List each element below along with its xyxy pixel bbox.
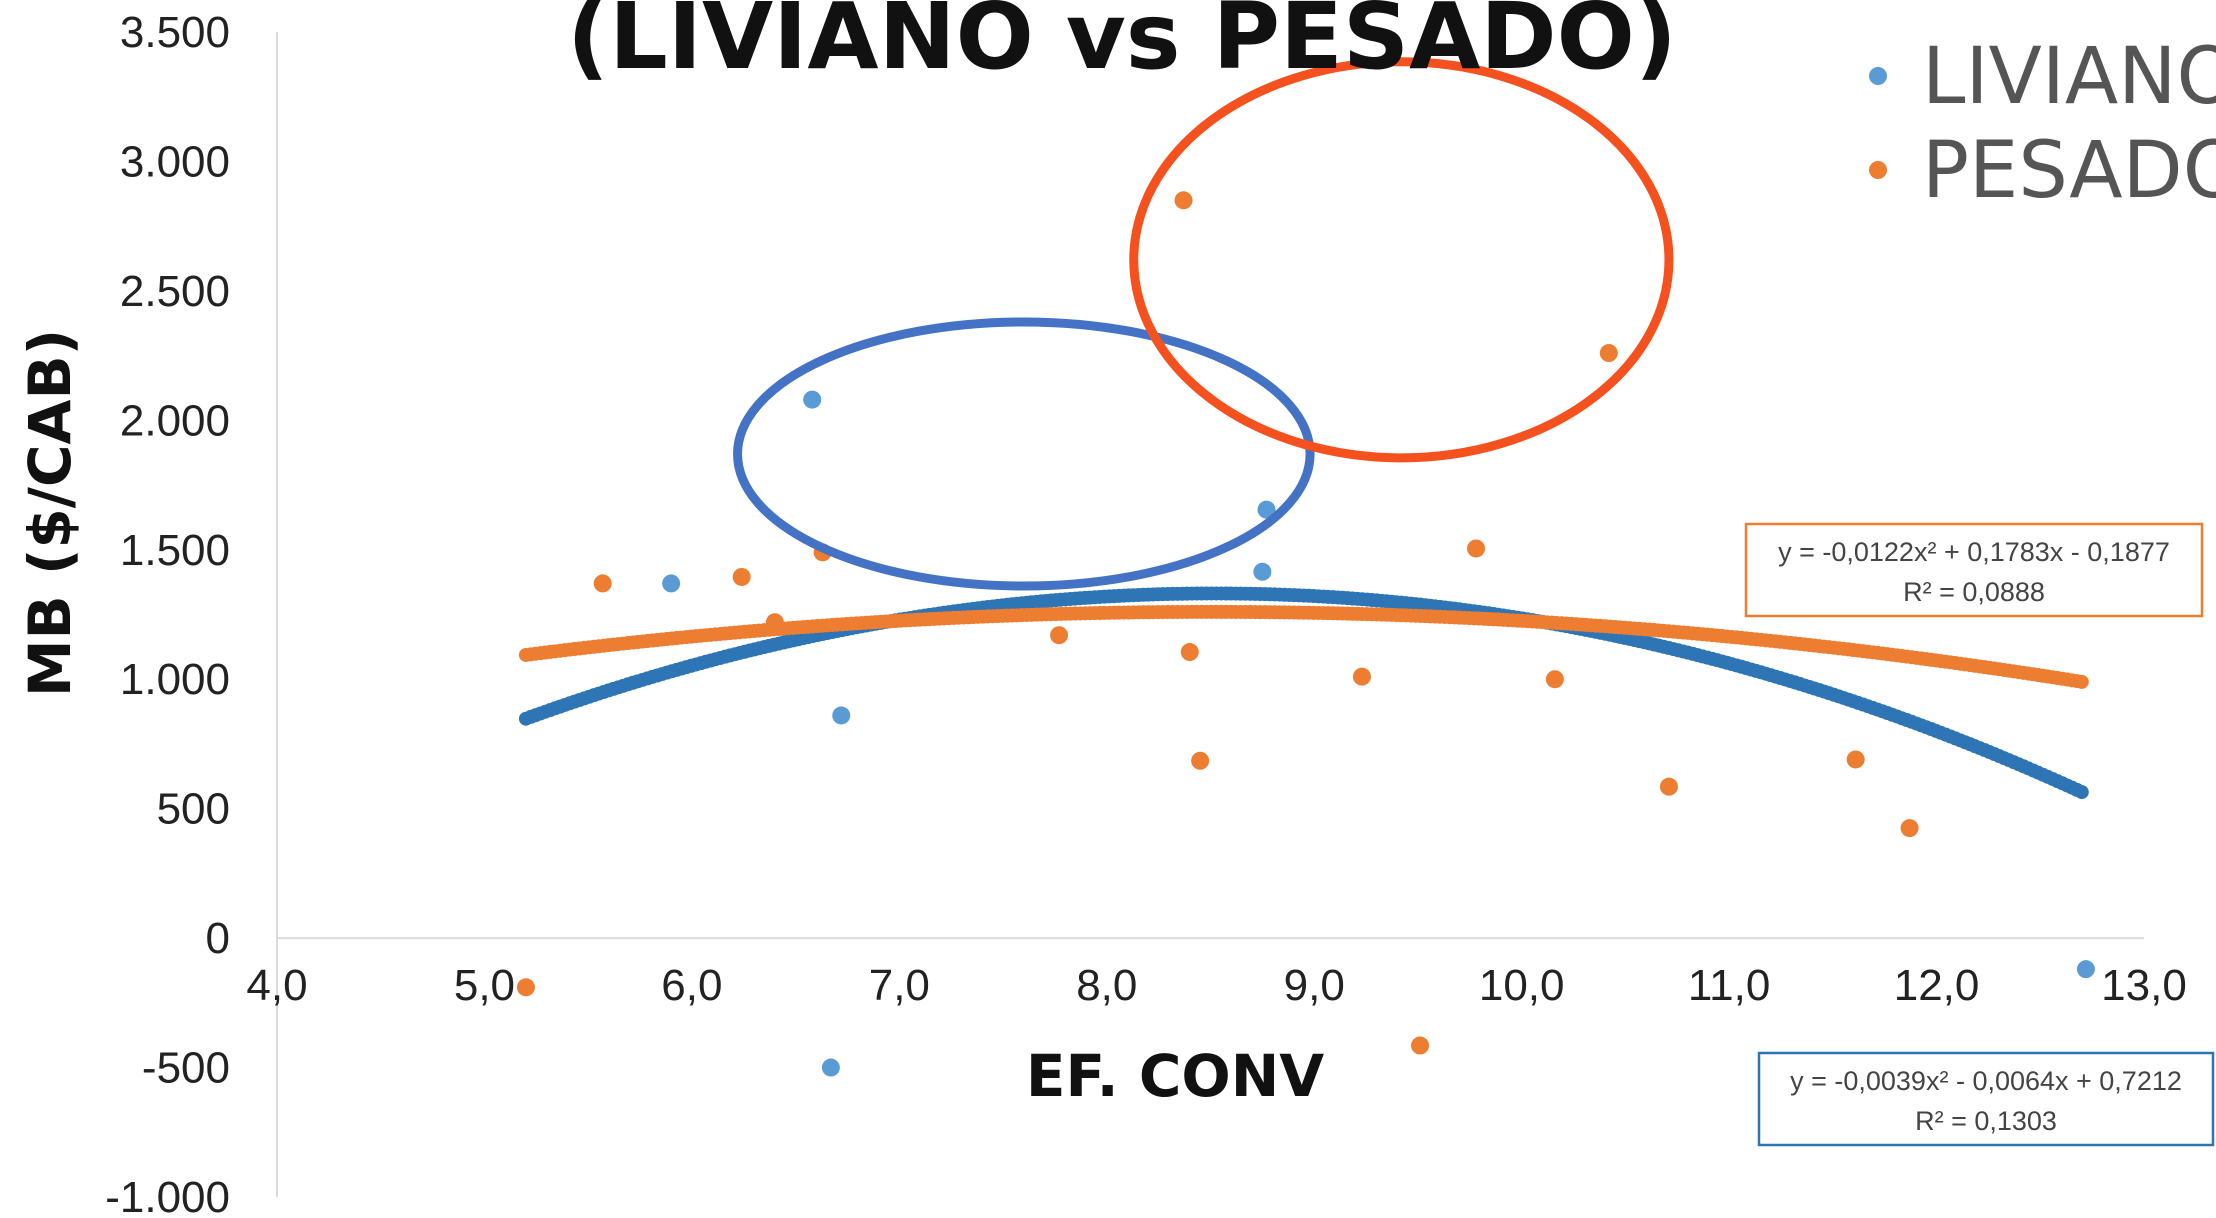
x-tick-labels: 4,0 5,0 6,0 7,0 8,0 9,0 10,0 11,0 12,0 13,0: [246, 961, 2186, 1010]
point-pesado: [1191, 751, 1210, 770]
x-tick-label: 9,0: [1284, 961, 1345, 1010]
y-tick-label: 1.500: [120, 526, 230, 575]
x-tick-label: 13,0: [2101, 961, 2187, 1010]
y-tick-label: 3.000: [120, 137, 230, 186]
axes: [276, 32, 2144, 1197]
point-pesado: [593, 574, 612, 593]
pesado-equation: y = -0,0122x² + 0,1783x - 0,1877: [1778, 537, 2170, 567]
pesado-equation-frame: [1744, 522, 2204, 618]
point-pesado: [1846, 750, 1865, 769]
point-pesado: [1050, 626, 1069, 645]
point-liviano: [832, 706, 851, 725]
x-tick-label: 11,0: [1688, 961, 1770, 1010]
y-tick-label: -500: [142, 1044, 230, 1093]
point-pesado: [1467, 539, 1486, 558]
blue-annotation-ellipse: [733, 317, 1315, 591]
x-tick-label: 10,0: [1479, 961, 1565, 1010]
point-pesado: [765, 613, 784, 632]
point-pesado: [516, 978, 535, 997]
legend: LIVIANO PESADO: [1869, 32, 2216, 216]
point-pesado: [1411, 1036, 1430, 1055]
point-pesado: [1545, 670, 1564, 689]
x-tick-label: 5,0: [454, 961, 515, 1010]
x-tick-label: 4,0: [246, 961, 307, 1010]
point-pesado: [1174, 191, 1193, 210]
y-tick-label: 0: [206, 914, 230, 963]
point-liviano: [821, 1058, 840, 1077]
point-liviano: [2076, 960, 2095, 979]
trendline-dot: [2074, 674, 2089, 689]
trendline-pesado: [518, 604, 2089, 689]
y-tick-labels: -1.000 -500 0 500 1.000 1.500 2.000 2.500 3.000 3…: [105, 8, 230, 1218]
point-liviano: [662, 574, 681, 593]
y-tick-label: 3.500: [120, 8, 230, 57]
legend-marker-pesado: [1869, 161, 1887, 179]
annotation-ellipses: [733, 57, 1674, 591]
point-pesado: [732, 567, 751, 586]
y-tick-label: 2.500: [120, 267, 230, 316]
point-pesado: [1180, 643, 1199, 662]
pesado-r2: R² = 0,0888: [1903, 577, 2045, 607]
liviano-equation-box: y = -0,0039x² - 0,0064x + 0,7212 R² = 0,…: [1757, 1051, 2215, 1147]
point-liviano: [1257, 500, 1276, 519]
trendline-dot: [2074, 785, 2089, 800]
point-liviano: [1253, 562, 1272, 581]
point-pesado: [1900, 819, 1919, 838]
liviano-equation-frame: [1757, 1051, 2215, 1147]
x-tick-label: 12,0: [1894, 961, 1980, 1010]
y-tick-label: 2.000: [120, 396, 230, 445]
point-pesado: [1659, 777, 1678, 796]
y-axis-title: MB ($/CAB): [16, 329, 84, 697]
legend-label-pesado: PESADO: [1922, 126, 2216, 216]
x-tick-label: 7,0: [869, 961, 930, 1010]
liviano-r2: R² = 0,1303: [1915, 1106, 2057, 1136]
point-liviano: [803, 390, 822, 409]
red-annotation-ellipse: [1129, 57, 1674, 463]
point-pesado: [1599, 344, 1618, 363]
x-tick-label: 8,0: [1076, 961, 1137, 1010]
liviano-equation: y = -0,0039x² - 0,0064x + 0,7212: [1790, 1066, 2182, 1096]
chart-title: (LIVIANO vs PESADO): [567, 0, 1677, 90]
x-tick-label: 6,0: [661, 961, 722, 1010]
trendlines: [518, 586, 2089, 800]
y-tick-label: -1.000: [105, 1173, 230, 1218]
legend-marker-liviano: [1869, 67, 1887, 85]
x-axis-title: EF. CONV: [1026, 1042, 1324, 1110]
legend-label-liviano: LIVIANO: [1922, 32, 2216, 122]
y-tick-label: 1.000: [120, 655, 230, 704]
pesado-equation-box: y = -0,0122x² + 0,1783x - 0,1877 R² = 0,…: [1744, 522, 2204, 618]
y-tick-label: 500: [157, 785, 230, 834]
point-pesado: [1352, 667, 1371, 686]
